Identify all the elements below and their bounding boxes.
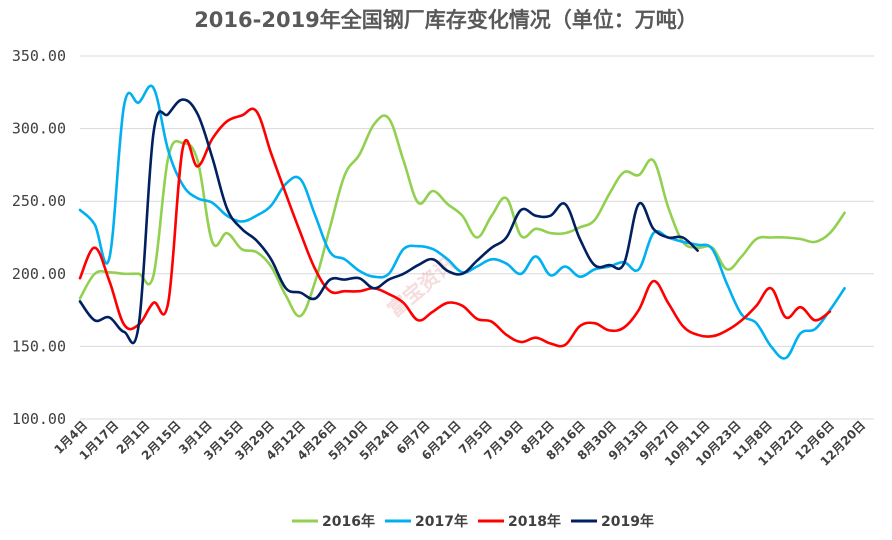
series-line-2016年 xyxy=(78,114,846,318)
x-axis-ticks: 1月4日1月17日2月1日2月15日3月1日3月15日3月29日4月12日4月2… xyxy=(51,418,868,468)
y-tick-label: 200.00 xyxy=(12,265,66,283)
gridlines xyxy=(80,55,874,420)
legend-label: 2019年 xyxy=(601,513,654,530)
legend: 2016年 2017年 2018年 2019年 xyxy=(292,513,654,530)
legend-label: 2017年 xyxy=(415,513,468,530)
chart-title: 2016-2019年全国钢厂库存变化情况（单位：万吨） xyxy=(194,8,698,32)
legend-label: 2018年 xyxy=(508,513,561,530)
y-tick-label: 350.00 xyxy=(12,47,66,65)
y-tick-label: 100.00 xyxy=(12,410,66,428)
legend-label: 2016年 xyxy=(322,513,375,530)
series-line-2017年 xyxy=(78,84,846,360)
y-axis-ticks: 100.00 150.00 200.00 250.00 300.00 350.00 xyxy=(12,47,66,428)
y-tick-label: 300.00 xyxy=(12,120,66,138)
series-lines xyxy=(78,84,846,360)
series-line-2019年 xyxy=(78,98,699,345)
y-tick-label: 250.00 xyxy=(12,192,66,210)
y-tick-label: 150.00 xyxy=(12,337,66,355)
series-line-2018年 xyxy=(78,107,832,348)
